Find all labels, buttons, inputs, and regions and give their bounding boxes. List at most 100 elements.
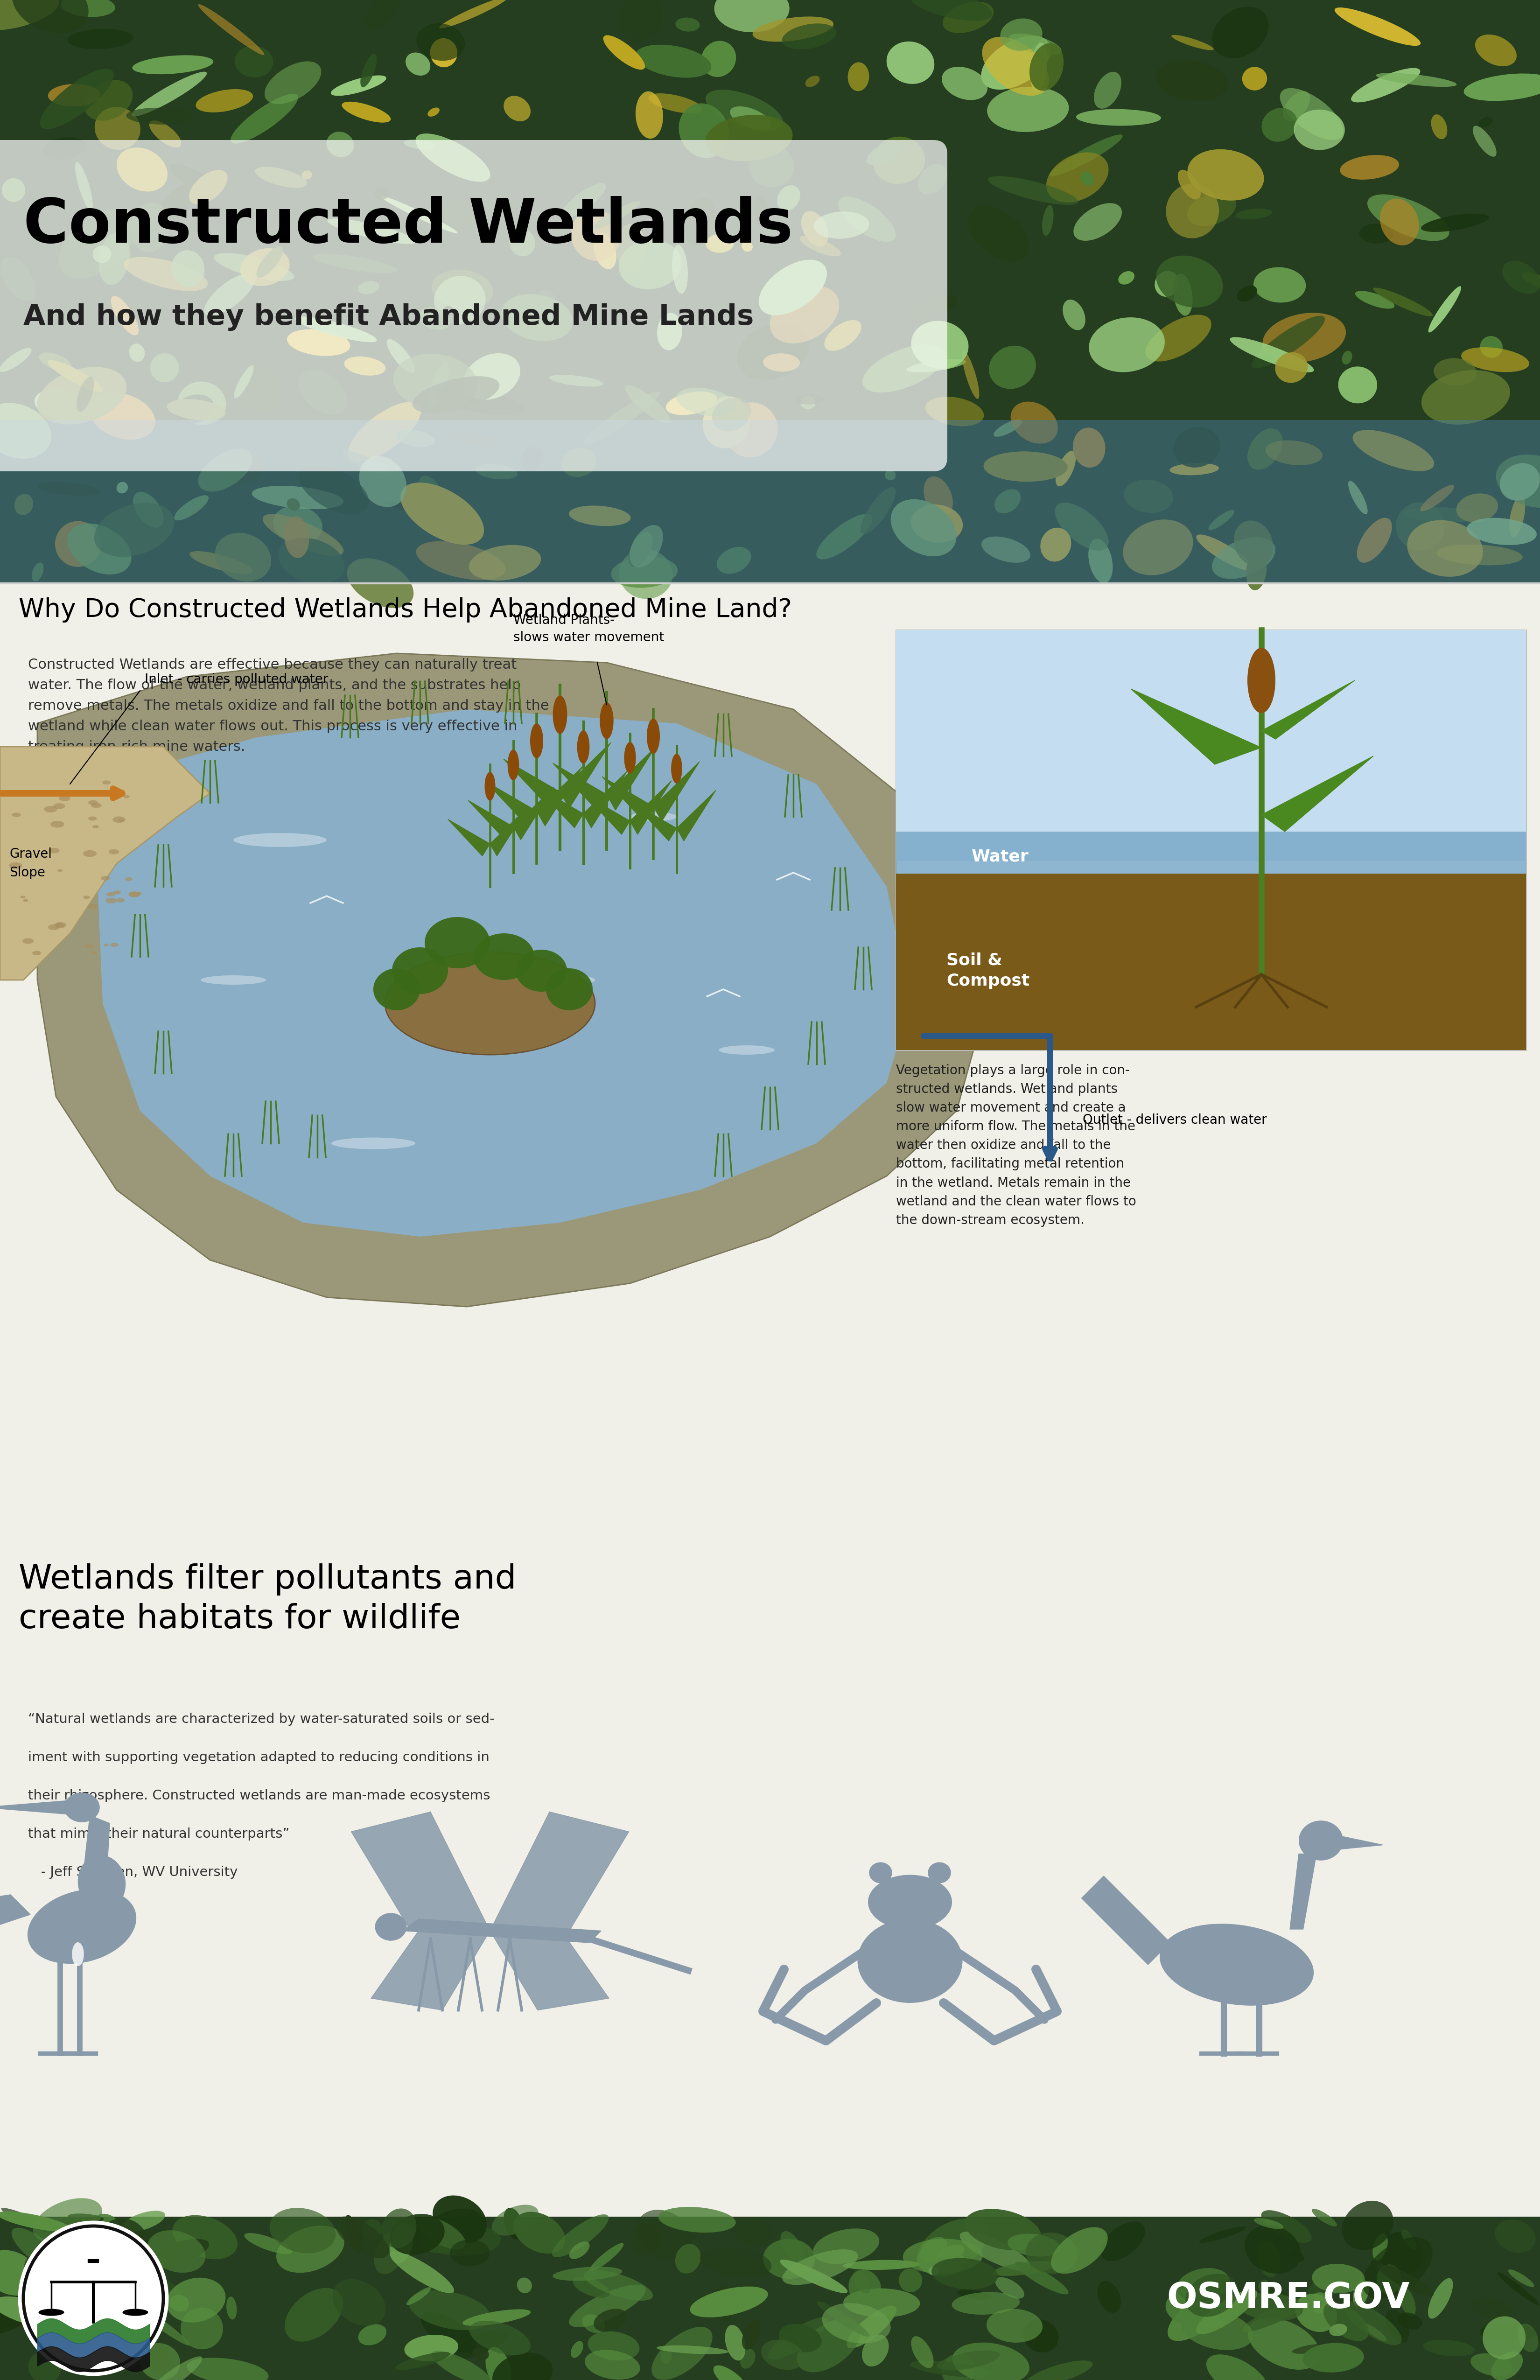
Ellipse shape	[199, 450, 253, 493]
Polygon shape	[513, 788, 554, 840]
Ellipse shape	[1372, 2232, 1388, 2261]
Ellipse shape	[584, 390, 659, 445]
Ellipse shape	[38, 483, 100, 495]
Ellipse shape	[571, 2342, 584, 2359]
Ellipse shape	[932, 2259, 998, 2290]
Ellipse shape	[1386, 2309, 1409, 2342]
Ellipse shape	[742, 240, 753, 252]
Ellipse shape	[1491, 2351, 1523, 2380]
Ellipse shape	[493, 2351, 553, 2380]
Ellipse shape	[1380, 198, 1418, 245]
Ellipse shape	[359, 457, 407, 507]
Ellipse shape	[578, 731, 590, 764]
Ellipse shape	[2, 178, 25, 202]
Ellipse shape	[1234, 521, 1274, 566]
Ellipse shape	[942, 67, 987, 100]
Ellipse shape	[400, 483, 484, 545]
Ellipse shape	[1463, 74, 1540, 100]
Ellipse shape	[413, 376, 499, 414]
Ellipse shape	[72, 1942, 83, 1966]
Ellipse shape	[1089, 538, 1113, 583]
Polygon shape	[448, 819, 490, 857]
Ellipse shape	[140, 2342, 180, 2380]
Ellipse shape	[1312, 2209, 1337, 2225]
Ellipse shape	[437, 202, 485, 233]
Ellipse shape	[374, 186, 390, 200]
Ellipse shape	[1401, 2230, 1417, 2249]
Ellipse shape	[65, 2287, 111, 2311]
Ellipse shape	[1263, 312, 1346, 362]
Ellipse shape	[285, 516, 310, 557]
Ellipse shape	[510, 228, 536, 257]
Ellipse shape	[619, 0, 662, 43]
Ellipse shape	[1169, 464, 1218, 476]
Ellipse shape	[909, 295, 958, 321]
Ellipse shape	[647, 719, 659, 754]
Ellipse shape	[1206, 2354, 1269, 2380]
Ellipse shape	[1483, 2316, 1526, 2359]
Ellipse shape	[89, 393, 156, 440]
Ellipse shape	[741, 2349, 755, 2368]
Ellipse shape	[68, 2213, 103, 2221]
Polygon shape	[0, 0, 1540, 583]
Ellipse shape	[416, 133, 490, 181]
Ellipse shape	[909, 0, 992, 21]
Ellipse shape	[1055, 450, 1076, 486]
Ellipse shape	[1375, 74, 1457, 86]
Text: Inlet - carries polluted water: Inlet - carries polluted water	[145, 674, 328, 685]
Ellipse shape	[68, 29, 134, 50]
Ellipse shape	[516, 950, 567, 992]
Ellipse shape	[899, 2268, 922, 2292]
Polygon shape	[633, 802, 676, 840]
Ellipse shape	[365, 0, 403, 29]
Ellipse shape	[1275, 352, 1307, 383]
Ellipse shape	[573, 2278, 610, 2297]
Ellipse shape	[630, 526, 664, 566]
Ellipse shape	[111, 295, 139, 336]
Ellipse shape	[239, 367, 283, 412]
Text: Wetland Plants-
slows water movement: Wetland Plants- slows water movement	[513, 614, 664, 645]
Ellipse shape	[713, 2366, 748, 2380]
Text: iment with supporting vegetation adapted to reducing conditions in: iment with supporting vegetation adapted…	[28, 1752, 490, 1764]
Ellipse shape	[470, 545, 541, 581]
Ellipse shape	[1172, 36, 1214, 50]
Ellipse shape	[253, 486, 343, 509]
Ellipse shape	[286, 328, 350, 357]
Ellipse shape	[1357, 519, 1392, 562]
Ellipse shape	[120, 2273, 145, 2287]
Ellipse shape	[199, 5, 265, 55]
Ellipse shape	[521, 445, 544, 471]
Ellipse shape	[205, 274, 256, 317]
Ellipse shape	[123, 795, 129, 797]
Ellipse shape	[296, 317, 377, 343]
Ellipse shape	[0, 2287, 49, 2335]
Ellipse shape	[385, 952, 594, 1054]
Ellipse shape	[1261, 107, 1297, 143]
Ellipse shape	[742, 2320, 761, 2349]
Ellipse shape	[12, 812, 22, 816]
Ellipse shape	[1266, 440, 1323, 464]
Ellipse shape	[962, 350, 979, 400]
Ellipse shape	[396, 2351, 450, 2370]
Ellipse shape	[919, 2237, 947, 2261]
Ellipse shape	[431, 269, 493, 309]
Polygon shape	[0, 419, 1540, 583]
Ellipse shape	[1001, 19, 1043, 50]
Ellipse shape	[993, 2261, 1056, 2275]
Ellipse shape	[105, 897, 117, 904]
Ellipse shape	[1252, 317, 1324, 369]
Ellipse shape	[761, 2340, 804, 2370]
Ellipse shape	[885, 469, 896, 481]
Ellipse shape	[433, 2194, 487, 2244]
Ellipse shape	[1480, 336, 1503, 357]
Polygon shape	[94, 709, 910, 1238]
Ellipse shape	[702, 397, 750, 447]
Ellipse shape	[270, 2209, 336, 2254]
Ellipse shape	[1166, 2285, 1240, 2328]
Ellipse shape	[331, 76, 387, 95]
Ellipse shape	[1335, 7, 1420, 45]
Polygon shape	[676, 790, 716, 840]
Ellipse shape	[656, 2344, 728, 2354]
Ellipse shape	[474, 933, 534, 981]
Ellipse shape	[838, 198, 896, 243]
